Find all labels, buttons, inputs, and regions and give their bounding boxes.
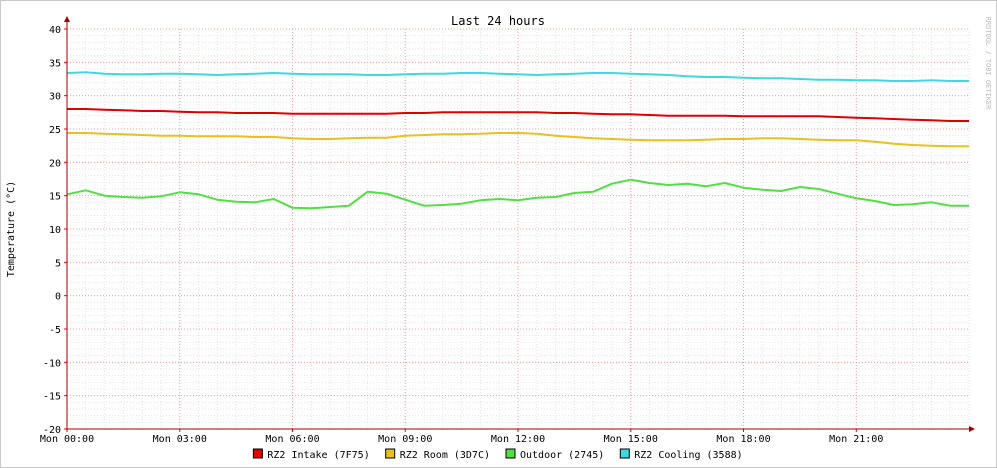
y-tick-label: 15 bbox=[49, 192, 61, 203]
y-axis-arrow bbox=[64, 16, 70, 22]
legend-swatch bbox=[619, 448, 630, 459]
x-tick-label: Mon 09:00 bbox=[378, 434, 432, 445]
y-axis-label: Temperature (°C) bbox=[6, 181, 17, 277]
grid bbox=[66, 28, 970, 430]
x-tick-label: Mon 12:00 bbox=[491, 434, 545, 445]
series-line bbox=[67, 132, 969, 148]
x-tick-label: Mon 15:00 bbox=[604, 434, 658, 445]
legend-label: RZ2 Room (3D7C) bbox=[400, 450, 490, 461]
legend-swatch bbox=[385, 448, 396, 459]
series-lines bbox=[66, 71, 969, 210]
y-tick-label: -10 bbox=[43, 358, 61, 369]
x-tick-label: Mon 03:00 bbox=[153, 434, 207, 445]
legend-label: RZ2 Cooling (3588) bbox=[634, 450, 742, 461]
y-tick-label: 30 bbox=[49, 92, 61, 103]
legend-label: Outdoor (2745) bbox=[520, 450, 604, 461]
series-line bbox=[66, 71, 969, 82]
y-tick-label: -15 bbox=[43, 392, 61, 403]
legend-swatch bbox=[505, 448, 516, 459]
x-axis-arrow bbox=[969, 426, 975, 432]
series-line bbox=[66, 178, 969, 210]
y-tick-label: 20 bbox=[49, 158, 61, 169]
x-tick-label: Mon 06:00 bbox=[265, 434, 319, 445]
legend: RZ2 Intake (7F75) RZ2 Room (3D7C) Outdoor … bbox=[252, 448, 743, 461]
y-tick-label: 5 bbox=[55, 258, 61, 269]
x-tick-labels: Mon 00:00 Mon 03:00 Mon 06:00 Mon 09:00 Mon … bbox=[40, 434, 883, 445]
y-tick-labels: 40 35 30 25 20 15 10 5 0 -5 -10 -15 -20 bbox=[43, 25, 61, 436]
y-tick-label: -20 bbox=[43, 425, 61, 436]
y-tick-label: 10 bbox=[49, 225, 61, 236]
y-tick-label: 25 bbox=[49, 125, 61, 136]
x-tick-label: Mon 00:00 bbox=[40, 434, 94, 445]
legend-label: RZ2 Intake (7F75) bbox=[267, 450, 369, 461]
y-tick-label: -5 bbox=[49, 325, 61, 336]
x-tick-label: Mon 21:00 bbox=[829, 434, 883, 445]
x-tick-label: Mon 18:00 bbox=[716, 434, 770, 445]
axes bbox=[64, 16, 975, 432]
y-tick-label: 0 bbox=[55, 292, 61, 303]
watermark: RRDTOOL / TOBI OETIKER bbox=[984, 17, 992, 111]
y-tick-label: 35 bbox=[49, 58, 61, 69]
series-line bbox=[67, 108, 969, 122]
chart-title: Last 24 hours bbox=[451, 14, 545, 28]
legend-swatch bbox=[252, 448, 263, 459]
y-tick-label: 40 bbox=[49, 25, 61, 36]
